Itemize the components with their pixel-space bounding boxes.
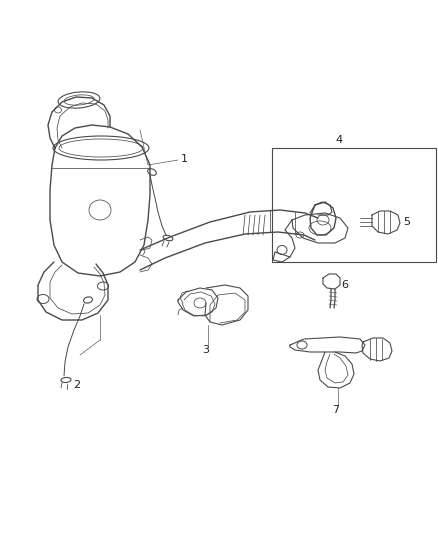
Text: 5: 5 [403, 217, 410, 227]
Bar [272, 148, 436, 262]
Text: 4: 4 [335, 135, 342, 145]
Text: 7: 7 [332, 405, 339, 415]
Text: 3: 3 [202, 345, 209, 355]
Text: 1: 1 [181, 154, 188, 164]
Text: 6: 6 [341, 280, 348, 290]
Text: 2: 2 [73, 380, 80, 390]
